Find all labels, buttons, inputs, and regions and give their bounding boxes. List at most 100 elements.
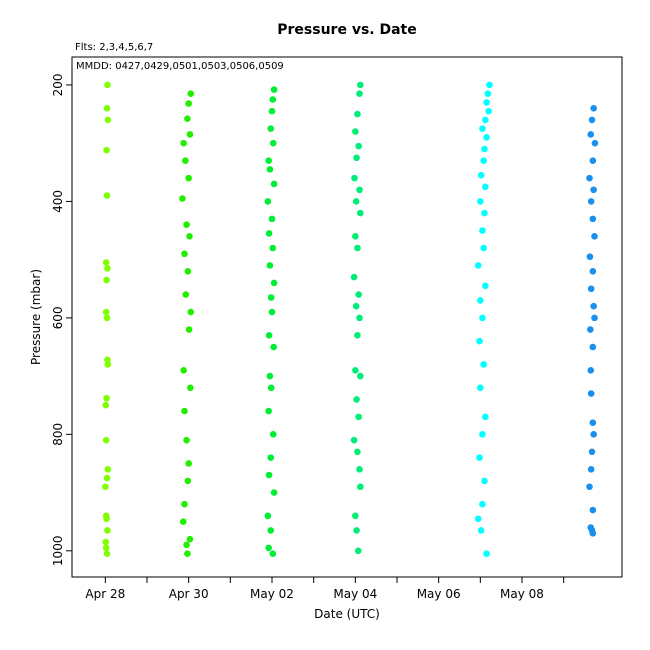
data-point	[265, 230, 273, 237]
data-point	[353, 154, 360, 162]
data-point	[103, 146, 110, 154]
data-point	[350, 273, 358, 281]
data-point	[588, 448, 596, 456]
data-point	[265, 332, 273, 339]
data-point	[356, 186, 363, 194]
data-point	[268, 215, 276, 223]
data-point	[187, 384, 194, 392]
data-point	[184, 115, 191, 123]
x-tick-label: Apr 28	[85, 587, 125, 601]
data-point	[270, 180, 278, 188]
data-point	[186, 535, 194, 543]
data-point	[104, 116, 112, 124]
data-point	[482, 413, 489, 421]
data-point	[352, 302, 360, 310]
data-point	[590, 302, 597, 310]
data-point	[103, 104, 111, 112]
data-point	[486, 81, 493, 89]
chart-title: Pressure vs. Date	[277, 22, 416, 38]
data-point	[485, 107, 492, 115]
data-point	[186, 233, 193, 240]
data-point	[587, 198, 595, 205]
data-point	[185, 326, 193, 333]
data-point	[352, 198, 360, 205]
data-point	[184, 477, 192, 485]
data-point	[102, 259, 110, 266]
data-point	[270, 279, 278, 287]
data-point	[586, 483, 593, 491]
data-point	[265, 157, 272, 164]
data-point	[477, 198, 484, 205]
data-point	[591, 139, 599, 147]
x-tick-label: May 08	[500, 587, 544, 601]
annotation: Flts: 2,3,4,5,6,7	[75, 42, 153, 53]
data-point	[187, 90, 195, 97]
data-point	[586, 253, 594, 261]
annotation: MMDD: 0427,0429,0501,0503,0506,0509	[76, 61, 284, 72]
data-point	[587, 131, 595, 138]
data-point	[103, 192, 111, 199]
data-point	[355, 413, 362, 421]
data-point	[102, 544, 110, 552]
data-point	[589, 157, 597, 164]
data-point	[589, 215, 597, 223]
data-point	[269, 96, 277, 103]
data-point	[353, 396, 360, 403]
data-point	[103, 314, 111, 322]
data-point	[474, 262, 482, 269]
y-tick-label: 800	[51, 423, 65, 446]
data-point	[479, 125, 486, 132]
data-point	[483, 134, 490, 141]
data-point	[267, 125, 275, 132]
data-point	[265, 407, 272, 415]
data-point	[102, 401, 110, 409]
data-point	[354, 332, 361, 339]
data-point	[186, 131, 194, 138]
data-point	[586, 174, 593, 182]
data-point	[269, 139, 277, 147]
data-point	[482, 116, 489, 124]
data-point	[352, 128, 359, 135]
data-point	[104, 527, 111, 534]
data-point	[103, 550, 111, 558]
data-point	[180, 139, 187, 147]
data-point	[266, 262, 274, 269]
x-tick-label: May 02	[250, 587, 294, 601]
data-point	[481, 145, 488, 153]
data-point	[181, 407, 188, 415]
data-point	[480, 361, 487, 368]
data-point	[354, 448, 361, 456]
y-tick-label: 1000	[51, 536, 65, 567]
data-point	[479, 314, 486, 322]
data-point	[103, 276, 110, 284]
data-point	[187, 308, 195, 316]
data-point	[102, 538, 110, 546]
data-point	[479, 500, 486, 508]
data-point	[264, 198, 272, 205]
plot-frame	[71, 56, 623, 578]
y-axis-label: Pressure (mbar)	[29, 269, 43, 365]
data-point	[476, 454, 483, 461]
data-point	[479, 431, 486, 438]
data-point	[180, 366, 187, 374]
data-point	[269, 244, 277, 252]
data-point	[179, 195, 186, 202]
data-point	[587, 465, 595, 473]
data-point	[352, 512, 359, 520]
data-point	[589, 343, 597, 351]
data-point	[267, 384, 275, 392]
data-point	[481, 209, 488, 217]
data-point	[589, 506, 597, 514]
y-tick-label: 400	[51, 190, 65, 213]
data-point	[184, 550, 191, 558]
data-point	[102, 436, 110, 444]
data-point	[266, 166, 274, 173]
data-point	[480, 244, 487, 252]
data-point	[477, 171, 485, 179]
data-point	[482, 183, 489, 191]
y-tick-label: 200	[51, 73, 65, 96]
data-point	[480, 157, 487, 164]
data-point	[587, 366, 595, 374]
data-point	[103, 515, 110, 523]
